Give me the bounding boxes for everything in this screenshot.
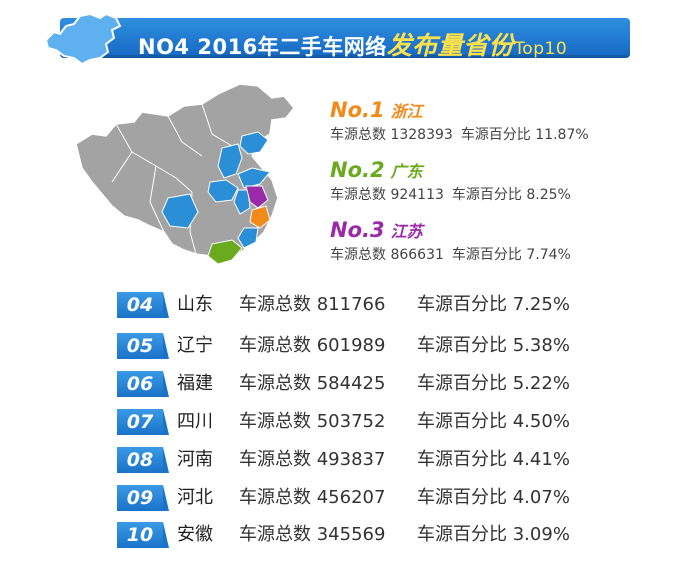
china-map-icon [44, 12, 122, 66]
total-cell: 车源总数 493837 [239, 449, 386, 470]
total-value: 866631 [390, 247, 444, 263]
province-name: 河南 [177, 449, 213, 470]
province-name: 四川 [177, 411, 213, 432]
table-row: 06 福建 车源总数 584425 车源百分比 5.22% [117, 371, 637, 397]
province-hebei [217, 143, 243, 179]
header-title: NO4 2016年二手车网络发布量省份Top10 [138, 26, 567, 62]
stat-line: 车源总数 1328393 车源百分比 11.87% [330, 127, 589, 143]
percent-value: 3.09% [512, 524, 570, 545]
rank-label: No.2 广东 [330, 158, 423, 182]
percent-cell: 车源百分比 5.38% [417, 335, 570, 356]
province-name: 广东 [390, 162, 423, 181]
province-liaoning [239, 131, 269, 155]
total-cell: 车源总数 456207 [239, 487, 386, 508]
title-main: NO4 2016年二手车网络 [138, 35, 387, 59]
total-value: 503752 [316, 411, 386, 432]
title-suffix: Top10 [514, 39, 568, 59]
percent-value: 7.74% [526, 247, 571, 263]
rank-badge: 06 [117, 371, 169, 397]
rank-badge: 10 [117, 522, 169, 548]
percent-value: 4.41% [512, 449, 570, 470]
total-cell: 车源总数 503752 [239, 411, 386, 432]
province-name: 山东 [177, 294, 213, 315]
province-name: 安徽 [177, 524, 213, 545]
top-item-1: No.1 浙江 车源总数 1328393 车源百分比 11.87% [330, 98, 589, 144]
china-map [75, 83, 295, 265]
percent-value: 8.25% [526, 187, 571, 203]
stat-line: 车源总数 866631 车源百分比 7.74% [330, 247, 571, 263]
total-value: 1328393 [390, 127, 453, 143]
percent-cell: 车源百分比 4.07% [417, 487, 570, 508]
table-row: 10 安徽 车源总数 345569 车源百分比 3.09% [117, 522, 637, 548]
table-row: 04 山东 车源总数 811766 车源百分比 7.25% [117, 292, 637, 318]
total-value: 493837 [316, 449, 386, 470]
rank-label: No.1 浙江 [330, 98, 423, 122]
table-row: 09 河北 车源总数 456207 车源百分比 4.07% [117, 485, 637, 511]
total-value: 584425 [316, 373, 386, 394]
top-item-2: No.2 广东 车源总数 924113 车源百分比 8.25% [330, 158, 571, 204]
province-fujian [237, 227, 259, 249]
percent-cell: 车源百分比 5.22% [417, 373, 570, 394]
percent-value: 7.25% [512, 294, 570, 315]
map-base [75, 83, 295, 261]
province-name: 江苏 [390, 222, 423, 241]
table-row: 05 辽宁 车源总数 601989 车源百分比 5.38% [117, 333, 637, 359]
stat-line: 车源总数 924113 车源百分比 8.25% [330, 187, 571, 203]
province-name: 辽宁 [177, 335, 213, 356]
province-name: 福建 [177, 373, 213, 394]
total-cell: 车源总数 345569 [239, 524, 386, 545]
table-row: 07 四川 车源总数 503752 车源百分比 4.50% [117, 409, 637, 435]
province-name: 河北 [177, 487, 213, 508]
province-jiangsu [245, 185, 269, 209]
table-row: 08 河南 车源总数 493837 车源百分比 4.41% [117, 447, 637, 473]
percent-value: 11.87% [535, 127, 589, 143]
percent-cell: 车源百分比 4.41% [417, 449, 570, 470]
percent-cell: 车源百分比 7.25% [417, 294, 570, 315]
top-item-3: No.3 江苏 车源总数 866631 车源百分比 7.74% [330, 218, 571, 264]
total-value: 924113 [390, 187, 444, 203]
province-guangdong [207, 239, 243, 265]
rank-badge: 04 [117, 292, 169, 318]
rank-badge: 05 [117, 333, 169, 359]
total-cell: 车源总数 601989 [239, 335, 386, 356]
header-banner: NO4 2016年二手车网络发布量省份Top10 [40, 10, 632, 66]
title-highlight: 发布量省份 [386, 31, 515, 60]
province-anhui [233, 189, 251, 215]
province-zhejiang [249, 205, 271, 229]
percent-value: 4.07% [512, 487, 570, 508]
percent-value: 5.38% [512, 335, 570, 356]
percent-value: 5.22% [512, 373, 570, 394]
total-value: 345569 [316, 524, 386, 545]
province-sichuan [161, 193, 199, 229]
rank-badge: 09 [117, 485, 169, 511]
percent-cell: 车源百分比 4.50% [417, 411, 570, 432]
total-cell: 车源总数 811766 [239, 294, 386, 315]
rank-badge: 07 [117, 409, 169, 435]
percent-cell: 车源百分比 3.09% [417, 524, 570, 545]
province-name: 浙江 [390, 102, 423, 121]
header-bar [60, 18, 630, 58]
percent-value: 4.50% [512, 411, 570, 432]
total-cell: 车源总数 584425 [239, 373, 386, 394]
total-value: 456207 [316, 487, 386, 508]
total-value: 811766 [316, 294, 386, 315]
total-value: 601989 [316, 335, 386, 356]
province-shandong [237, 167, 271, 189]
rank-label: No.3 江苏 [330, 218, 423, 242]
province-henan [207, 179, 239, 203]
rank-badge: 08 [117, 447, 169, 473]
